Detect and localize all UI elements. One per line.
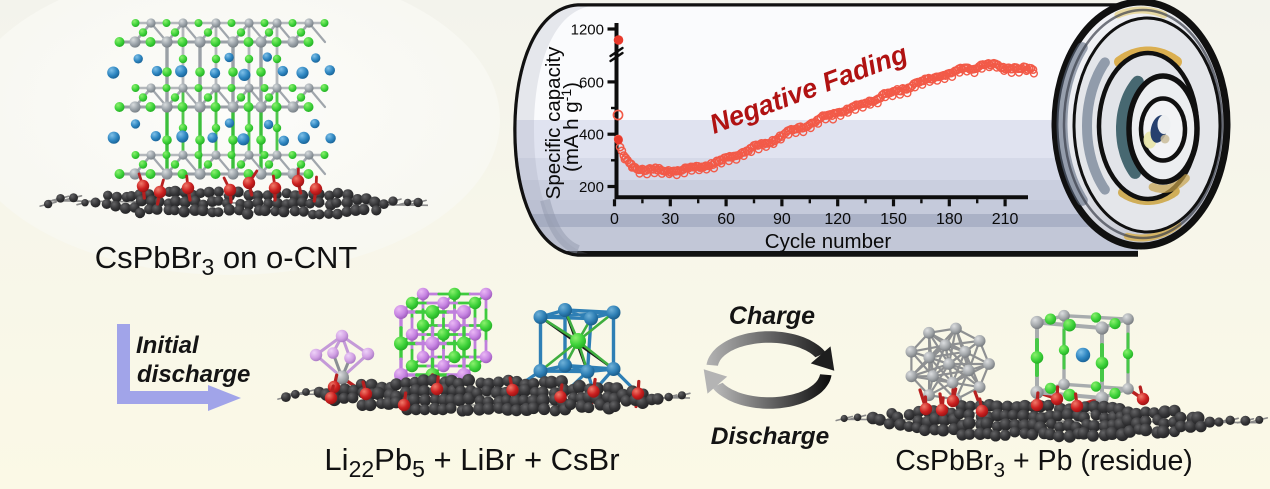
- svg-text:CsPbBr3 + Pb (residue): CsPbBr3 + Pb (residue): [895, 445, 1193, 482]
- svg-text:CsPbBr3 on o-CNT: CsPbBr3 on o-CNT: [95, 240, 358, 280]
- svg-text:1200: 1200: [571, 21, 604, 38]
- svg-text:120: 120: [824, 211, 851, 228]
- svg-text:400: 400: [579, 127, 604, 144]
- svg-text:90: 90: [773, 211, 791, 228]
- svg-text:150: 150: [880, 211, 907, 228]
- svg-text:600: 600: [579, 74, 604, 91]
- svg-text:Li22Pb5 + LiBr + CsBr: Li22Pb5 + LiBr + CsBr: [324, 442, 619, 482]
- svg-text:Charge: Charge: [729, 302, 815, 330]
- svg-text:210: 210: [992, 211, 1019, 228]
- svg-text:Initial: Initial: [136, 332, 200, 359]
- svg-text:180: 180: [936, 211, 963, 228]
- svg-text:60: 60: [717, 211, 735, 228]
- svg-text:Discharge: Discharge: [711, 423, 829, 450]
- svg-text:discharge: discharge: [137, 361, 250, 388]
- svg-text:30: 30: [661, 211, 679, 228]
- svg-text:Cycle number: Cycle number: [765, 230, 892, 253]
- svg-text:200: 200: [579, 179, 604, 196]
- svg-text:Specific capacity: Specific capacity: [542, 46, 565, 199]
- svg-text:0: 0: [610, 211, 619, 228]
